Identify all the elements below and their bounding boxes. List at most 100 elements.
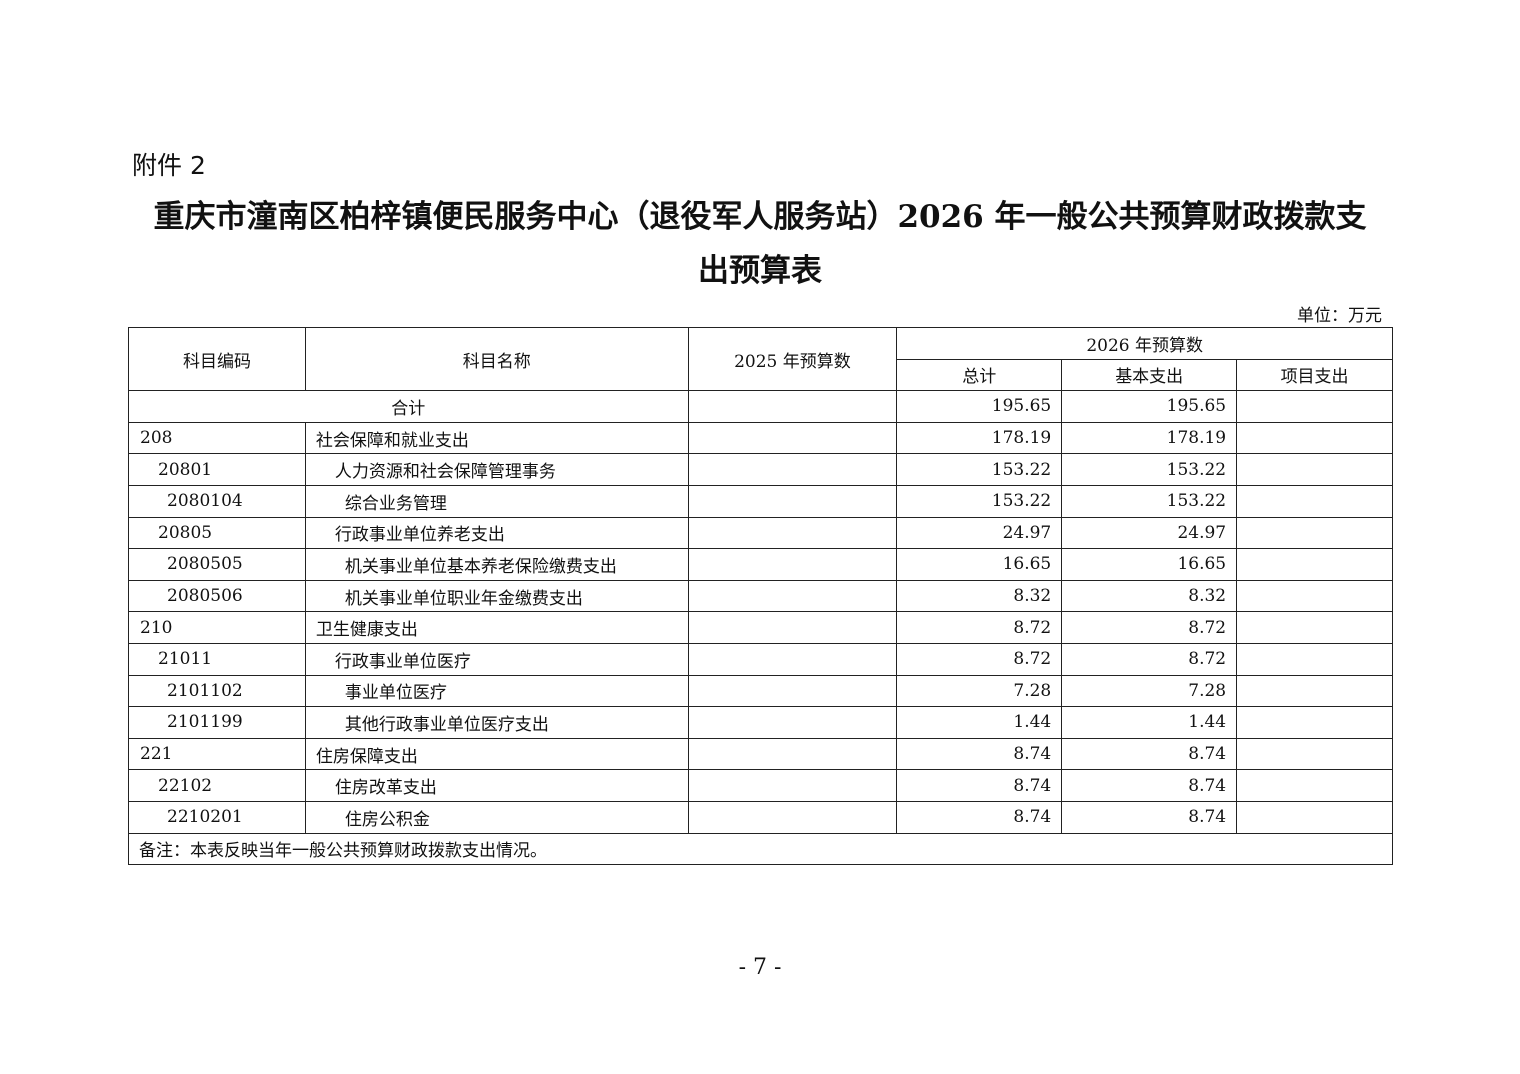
row-code: 2080505 [128, 548, 306, 581]
row-code: 22102 [128, 769, 306, 802]
row-basic: 16.65 [1061, 548, 1238, 581]
row-project [1236, 611, 1393, 644]
row-prev [687, 800, 898, 834]
row-total: 178.19 [896, 421, 1063, 455]
header-cur: 2026 年预算数 [896, 327, 1393, 360]
row-project [1236, 516, 1393, 550]
row-name: 住房改革支出 [304, 769, 689, 802]
row-prev [687, 674, 898, 708]
header-code: 科目编码 [128, 326, 306, 392]
row-total: 8.72 [896, 642, 1063, 676]
row-name: 人力资源和社会保障管理事务 [304, 453, 689, 486]
budget-table: 科目编码 科目名称 2025 年预算数 2026 年预算数 总计 基本支出 项目… [128, 326, 1393, 866]
header-basic: 基本支出 [1061, 358, 1238, 392]
row-basic: 8.72 [1061, 642, 1238, 676]
row-prev [687, 737, 898, 771]
table-row: 2101102 事业单位医疗 7.28 7.28 [128, 674, 1393, 708]
table-row: 20801 人力资源和社会保障管理事务 153.22 153.22 [128, 453, 1393, 486]
row-basic: 7.28 [1061, 674, 1238, 708]
row-prev [687, 579, 898, 613]
row-total: 8.74 [896, 737, 1063, 771]
row-prev [687, 421, 898, 455]
row-code: 2080104 [128, 484, 306, 518]
page-title: 重庆市潼南区柏梓镇便民服务中心（退役军人服务站）2026 年一般公共预算财政拨款… [120, 190, 1400, 298]
row-project [1236, 674, 1393, 708]
table-row: 22102 住房改革支出 8.74 8.74 [128, 769, 1393, 802]
row-project [1236, 421, 1393, 455]
total-project [1236, 390, 1393, 423]
row-total: 1.44 [896, 706, 1063, 739]
table-row: 20805 行政事业单位养老支出 24.97 24.97 [128, 516, 1393, 550]
row-basic: 8.72 [1061, 611, 1238, 644]
row-prev [687, 453, 898, 486]
row-basic: 8.74 [1061, 769, 1238, 802]
row-name: 其他行政事业单位医疗支出 [304, 706, 689, 739]
row-code: 2101102 [128, 674, 306, 708]
row-total: 7.28 [896, 674, 1063, 708]
row-total: 153.22 [896, 453, 1063, 486]
attachment-label: 附件 2 [132, 151, 206, 180]
table-row: 221 住房保障支出 8.74 8.74 [128, 737, 1393, 771]
row-prev [687, 769, 898, 802]
row-project [1236, 642, 1393, 676]
row-code: 208 [128, 421, 306, 455]
total-prev [687, 390, 898, 423]
row-prev [687, 706, 898, 739]
table-row: 210 卫生健康支出 8.72 8.72 [128, 611, 1393, 644]
row-name: 行政事业单位医疗 [304, 642, 689, 676]
row-project [1236, 579, 1393, 613]
unit-label: 单位：万元 [1297, 306, 1382, 326]
row-total: 8.72 [896, 611, 1063, 644]
row-name: 卫生健康支出 [304, 611, 689, 644]
table-row: 208 社会保障和就业支出 178.19 178.19 [128, 421, 1393, 455]
row-prev [687, 484, 898, 518]
row-code: 20801 [128, 453, 306, 486]
row-basic: 1.44 [1061, 706, 1238, 739]
row-basic: 153.22 [1061, 453, 1238, 486]
table-row: 2080505 机关事业单位基本养老保险缴费支出 16.65 16.65 [128, 548, 1393, 581]
row-project [1236, 800, 1393, 834]
row-prev [687, 516, 898, 550]
title-line-2: 出预算表 [698, 253, 822, 289]
row-project [1236, 548, 1393, 581]
row-name: 机关事业单位基本养老保险缴费支出 [304, 548, 689, 581]
page-number: - 7 - [738, 955, 782, 980]
row-code: 21011 [128, 642, 306, 676]
row-project [1236, 484, 1393, 518]
row-code: 221 [128, 737, 306, 771]
row-basic: 178.19 [1061, 421, 1238, 455]
row-basic: 8.74 [1061, 800, 1238, 834]
row-total: 8.74 [896, 769, 1063, 802]
row-basic: 8.74 [1061, 737, 1238, 771]
row-name: 社会保障和就业支出 [304, 421, 689, 455]
total-row: 合计 195.65 195.65 [128, 390, 1393, 423]
header-prev: 2025 年预算数 [687, 326, 898, 392]
row-code: 20805 [128, 516, 306, 550]
row-name: 机关事业单位职业年金缴费支出 [304, 579, 689, 613]
row-total: 24.97 [896, 516, 1063, 550]
table-row: 2080506 机关事业单位职业年金缴费支出 8.32 8.32 [128, 579, 1393, 613]
note: 备注：本表反映当年一般公共预算财政拨款支出情况。 [128, 832, 1393, 866]
row-project [1236, 706, 1393, 739]
table-row: 2101199 其他行政事业单位医疗支出 1.44 1.44 [128, 706, 1393, 739]
row-total: 8.74 [896, 800, 1063, 834]
row-total: 153.22 [896, 484, 1063, 518]
table-row: 2210201 住房公积金 8.74 8.74 [128, 800, 1393, 834]
row-prev [687, 642, 898, 676]
row-code: 2080506 [128, 579, 306, 613]
row-project [1236, 769, 1393, 802]
row-name: 行政事业单位养老支出 [304, 516, 689, 550]
row-project [1236, 737, 1393, 771]
row-total: 16.65 [896, 548, 1063, 581]
table-row: 21011 行政事业单位医疗 8.72 8.72 [128, 642, 1393, 676]
row-code: 2210201 [128, 800, 306, 834]
table-row: 2080104 综合业务管理 153.22 153.22 [128, 484, 1393, 518]
total-total: 195.65 [896, 390, 1063, 423]
row-basic: 8.32 [1061, 579, 1238, 613]
row-name: 住房保障支出 [304, 737, 689, 771]
row-code: 2101199 [128, 706, 306, 739]
row-basic: 24.97 [1061, 516, 1238, 550]
row-total: 8.32 [896, 579, 1063, 613]
header-name: 科目名称 [304, 326, 689, 392]
